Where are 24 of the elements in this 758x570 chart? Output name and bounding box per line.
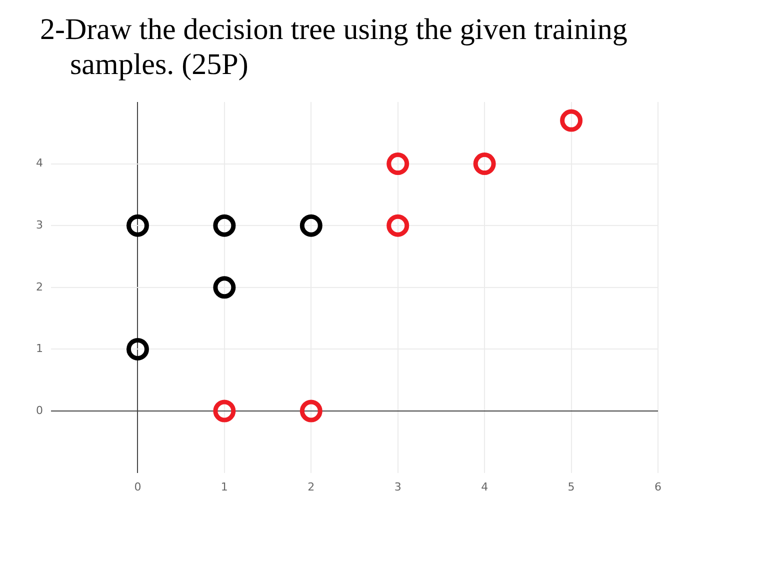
point — [300, 400, 322, 422]
x-tick-label: 6 — [654, 480, 662, 494]
point — [126, 214, 149, 237]
point — [473, 152, 496, 176]
x-tick-label: 4 — [481, 480, 488, 494]
point — [560, 109, 583, 132]
x-tick-label: 3 — [394, 480, 402, 494]
y-tick-label: 0 — [36, 404, 43, 417]
point — [300, 214, 322, 237]
x-tick-label: 2 — [308, 480, 315, 494]
point — [386, 152, 410, 176]
point — [213, 400, 236, 422]
y-tick-label: 4 — [36, 156, 43, 170]
point — [213, 214, 236, 237]
y-tick-label: 1 — [36, 342, 43, 356]
y-tick-label: 3 — [36, 218, 43, 232]
x-tick-label: 0 — [134, 480, 142, 494]
chart-title: 2-Draw the decision tree using the given training samples. (25P) — [39, 12, 628, 82]
x-tick-label: 5 — [568, 480, 575, 494]
point — [126, 338, 149, 360]
x-tick-label: 1 — [220, 480, 228, 494]
y-tick-label: 2 — [36, 280, 43, 294]
point — [213, 276, 236, 299]
point — [386, 214, 410, 237]
